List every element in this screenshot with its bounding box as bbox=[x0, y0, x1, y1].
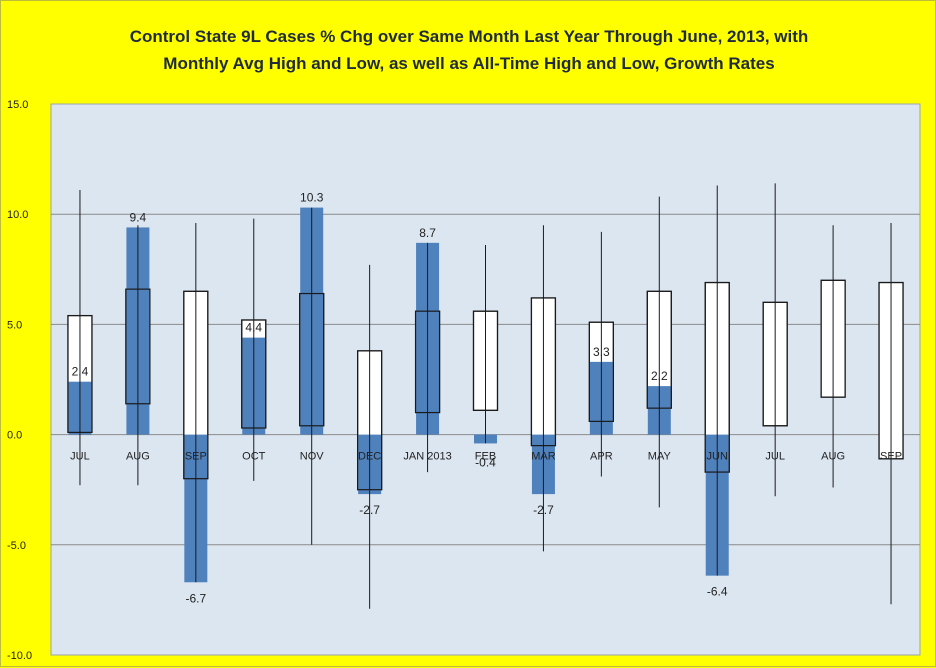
data-label: 10.3 bbox=[300, 191, 324, 205]
y-tick-label: 15.0 bbox=[7, 99, 28, 111]
y-tick-label: -5.0 bbox=[7, 540, 26, 552]
chart-title: Control State 9L Cases % Chg over Same M… bbox=[1, 23, 936, 77]
data-label: -2.7 bbox=[533, 503, 554, 517]
data-label: 2.4 bbox=[72, 365, 89, 379]
x-category-label: JUN bbox=[707, 451, 728, 463]
x-category-label: MAR bbox=[531, 451, 556, 463]
x-category-label: JUL bbox=[70, 451, 90, 463]
data-label: -0.4 bbox=[475, 456, 496, 470]
data-label: 3.3 bbox=[593, 345, 610, 359]
x-category-label: SEP bbox=[880, 451, 902, 463]
data-label: 9.4 bbox=[130, 210, 147, 224]
x-category-label: DEC bbox=[358, 451, 381, 463]
x-category-label: AUG bbox=[126, 451, 150, 463]
x-category-label: MAY bbox=[648, 451, 672, 463]
chart-title-line-1: Control State 9L Cases % Chg over Same M… bbox=[129, 27, 809, 46]
y-tick-label: -10.0 bbox=[7, 650, 32, 662]
x-category-label: AUG bbox=[821, 451, 845, 463]
data-label: -6.7 bbox=[185, 591, 206, 605]
x-category-label: JAN 2013 bbox=[403, 451, 451, 463]
x-category-label: OCT bbox=[242, 451, 266, 463]
y-tick-label: 10.0 bbox=[7, 209, 28, 221]
y-tick-label: 5.0 bbox=[7, 319, 22, 331]
x-category-label: JUL bbox=[765, 451, 785, 463]
data-label: 4.4 bbox=[245, 321, 262, 335]
data-label: 2.2 bbox=[651, 369, 668, 383]
y-tick-label: 0.0 bbox=[7, 430, 22, 442]
x-category-label: FEB bbox=[475, 451, 496, 463]
data-label: -6.4 bbox=[707, 585, 728, 599]
x-category-label: SEP bbox=[185, 451, 207, 463]
data-label: 8.7 bbox=[419, 226, 436, 240]
data-label: -2.7 bbox=[359, 503, 380, 517]
x-category-label: NOV bbox=[300, 451, 325, 463]
x-category-label: APR bbox=[590, 451, 613, 463]
chart-title-line-2: Monthly Avg High and Low, as well as All… bbox=[163, 54, 775, 73]
